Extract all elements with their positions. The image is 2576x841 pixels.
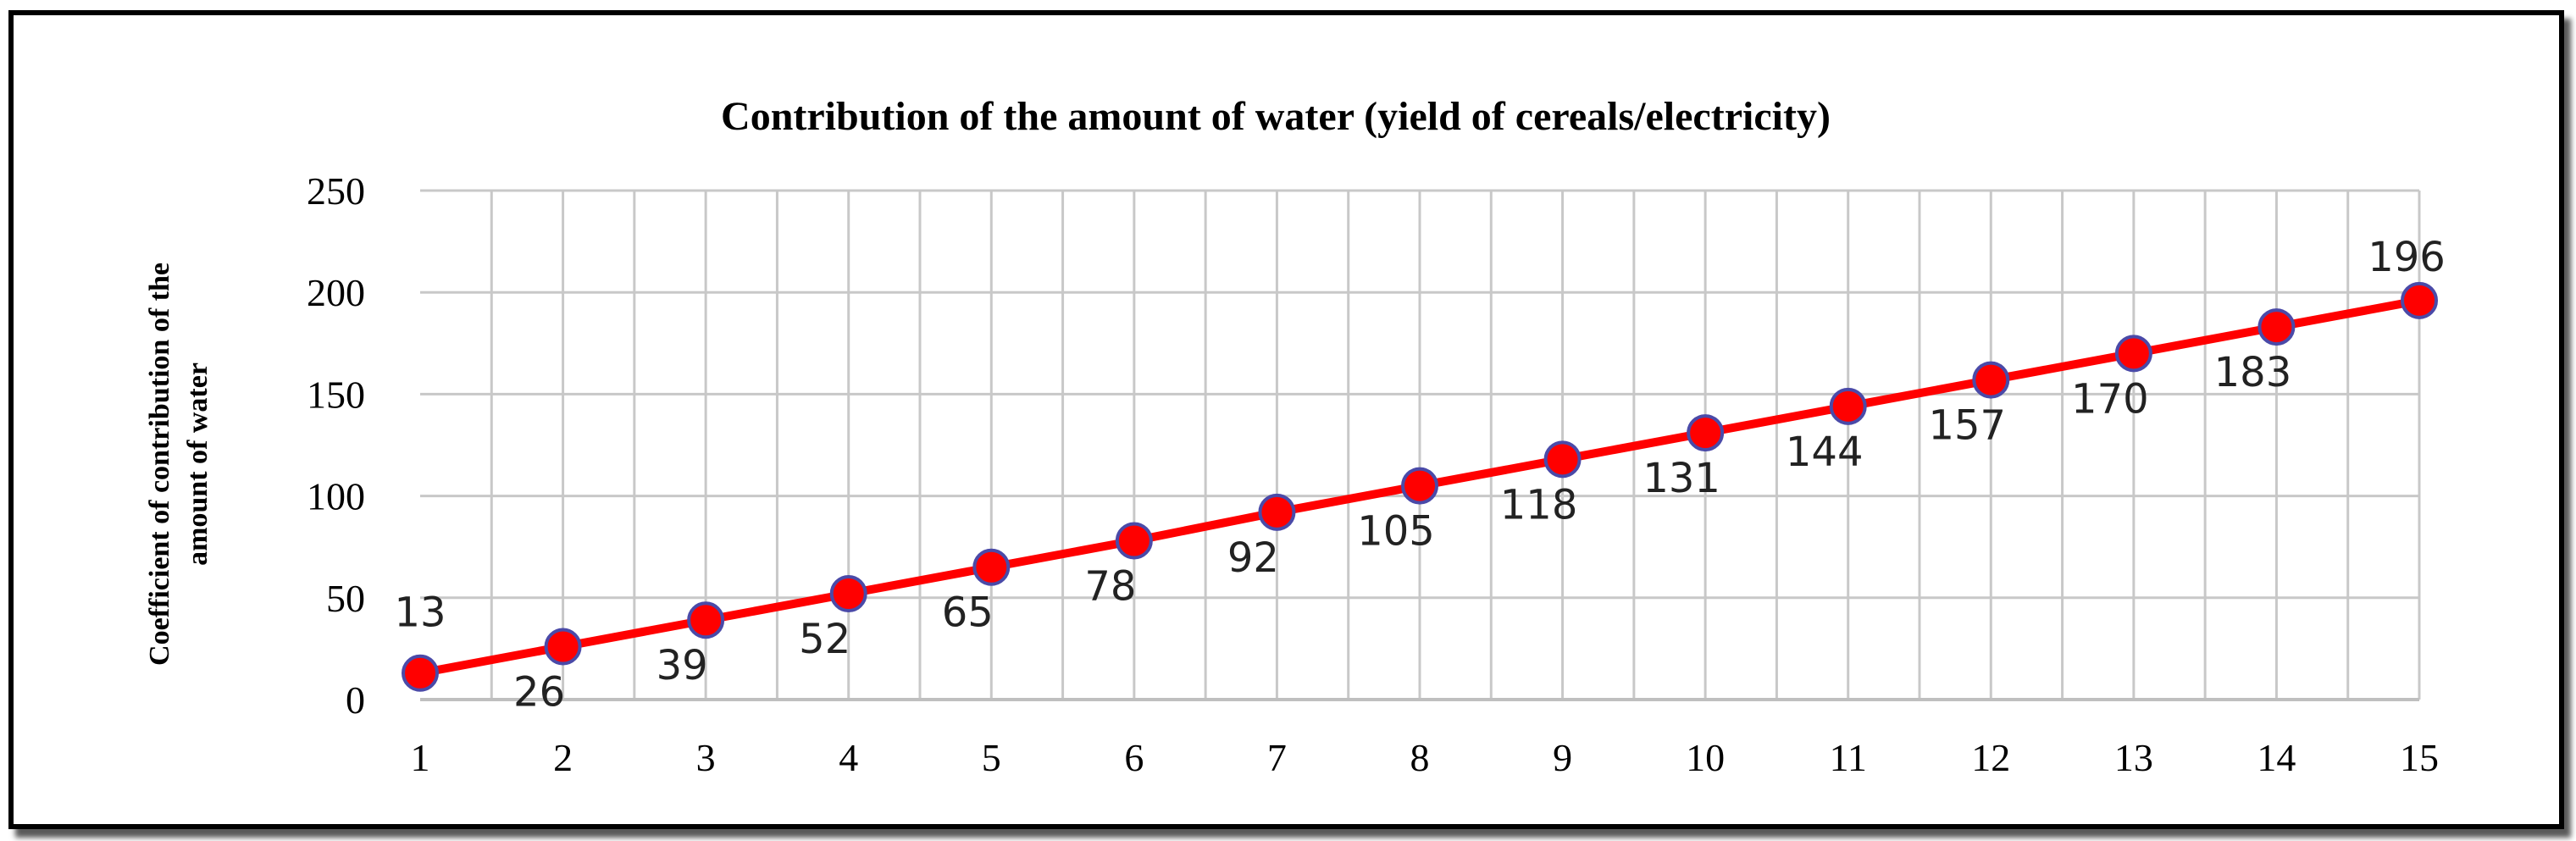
data-point [2114, 335, 2152, 373]
data-point [1115, 522, 1153, 560]
data-label: 170 [2071, 375, 2149, 423]
data-label: 39 [656, 642, 708, 689]
x-tick-label: 2 [553, 736, 573, 779]
x-tick-label: 14 [2257, 736, 2296, 779]
y-tick-label: 200 [307, 271, 365, 314]
y-axis-label-line-2: amount of water [182, 362, 213, 566]
x-tick-label: 13 [2114, 736, 2153, 779]
data-point [1687, 414, 1725, 452]
data-point [402, 654, 439, 692]
data-point [1829, 387, 1867, 425]
data-label: 78 [1084, 562, 1136, 610]
data-label: 183 [2214, 349, 2292, 396]
data-label: 52 [799, 616, 850, 663]
y-axis-label-line-1: Coefficient of contribution of the [144, 263, 175, 666]
chart-frame: Contribution of the amount of water (yie… [8, 10, 2564, 829]
data-point [829, 574, 867, 612]
y-tick-label: 250 [307, 169, 365, 213]
grid [420, 189, 2421, 701]
data-label: 157 [1928, 402, 2006, 450]
x-tick-label: 12 [1971, 736, 2010, 779]
data-point [972, 548, 1011, 586]
x-tick-labels: 1 2 3 4 5 6 7 8 9 10 11 12 13 14 15 [411, 736, 2440, 779]
x-tick-label: 5 [982, 736, 1001, 779]
x-tick-label: 9 [1553, 736, 1572, 779]
data-point [687, 601, 725, 639]
y-tick-labels: 0 50 100 150 200 250 [307, 169, 365, 722]
x-tick-label: 7 [1267, 736, 1287, 779]
data-label: 131 [1643, 455, 1720, 502]
x-tick-label: 1 [411, 736, 430, 779]
data-label: 105 [1357, 508, 1435, 556]
data-label: 65 [942, 589, 994, 637]
x-tick-label: 3 [696, 736, 716, 779]
data-labels: 13 26 39 52 65 78 92 105 118 131 144 157 170 183 196 [394, 234, 2445, 717]
y-tick-label: 100 [307, 475, 365, 518]
x-tick-label: 11 [1830, 736, 1867, 779]
y-tick-label: 50 [326, 577, 365, 620]
x-tick-label: 6 [1124, 736, 1144, 779]
data-label: 26 [513, 668, 565, 716]
data-point [544, 628, 582, 666]
data-point [1543, 440, 1582, 479]
data-label: 13 [394, 589, 446, 637]
data-label: 196 [2368, 234, 2446, 281]
data-label: 118 [1500, 481, 1578, 528]
x-tick-label: 8 [1410, 736, 1430, 779]
line-chart: Contribution of the amount of water (yie… [144, 94, 2446, 779]
data-label: 92 [1227, 534, 1279, 582]
data-point [2257, 308, 2296, 346]
data-point [2401, 281, 2438, 319]
x-tick-label: 4 [839, 736, 858, 779]
data-point [1401, 467, 1438, 505]
series-water-contribution [402, 281, 2438, 692]
data-label: 144 [1786, 429, 1864, 476]
data-point [1258, 493, 1296, 531]
y-tick-label: 150 [307, 373, 365, 416]
chart-title: Contribution of the amount of water (yie… [721, 94, 1831, 139]
data-point [1972, 361, 2010, 399]
x-tick-label: 15 [2400, 736, 2439, 779]
y-tick-label: 0 [346, 678, 365, 722]
x-tick-label: 10 [1686, 736, 1725, 779]
